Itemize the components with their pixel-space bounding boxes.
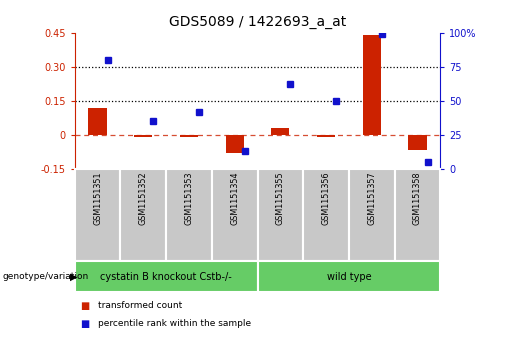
Text: percentile rank within the sample: percentile rank within the sample (98, 319, 251, 329)
Text: wild type: wild type (327, 272, 371, 282)
Bar (180, 135, 198, 138)
Text: ▶: ▶ (70, 272, 77, 282)
Bar (134, 135, 152, 138)
Text: transformed count: transformed count (98, 301, 182, 310)
Bar (408, 135, 426, 150)
Bar (271, 128, 289, 135)
Text: GSM1151353: GSM1151353 (184, 172, 194, 225)
Text: genotype/variation: genotype/variation (3, 272, 89, 281)
Text: GSM1151355: GSM1151355 (276, 172, 285, 225)
Text: GSM1151352: GSM1151352 (139, 172, 148, 225)
Text: GSM1151358: GSM1151358 (413, 172, 422, 225)
Text: cystatin B knockout Cstb-/-: cystatin B knockout Cstb-/- (100, 272, 232, 282)
Bar (363, 35, 381, 135)
Bar (89, 107, 107, 135)
Text: GSM1151357: GSM1151357 (367, 172, 376, 225)
Text: GSM1151351: GSM1151351 (93, 172, 102, 225)
Bar (317, 135, 335, 138)
Text: GSM1151354: GSM1151354 (230, 172, 239, 225)
Text: GSM1151356: GSM1151356 (321, 172, 331, 225)
Bar (226, 135, 244, 153)
Text: GDS5089 / 1422693_a_at: GDS5089 / 1422693_a_at (169, 15, 346, 29)
Text: ■: ■ (80, 319, 89, 330)
Text: ■: ■ (80, 301, 89, 311)
